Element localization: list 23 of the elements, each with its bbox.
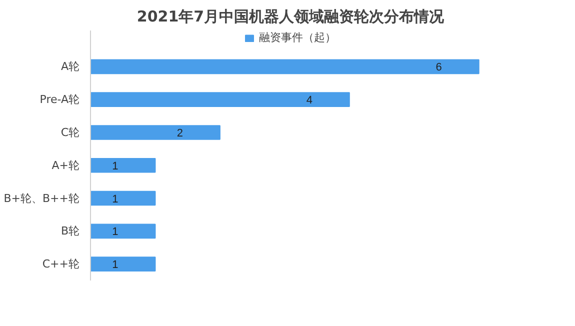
- data-label: 2: [176, 127, 184, 140]
- y-tick-label: C++轮: [42, 258, 80, 271]
- bar: [90, 256, 156, 272]
- y-tick-label: A+轮: [52, 158, 80, 172]
- bar: [90, 158, 156, 173]
- data-label: 4: [306, 94, 312, 107]
- y-tick-label: B轮: [60, 224, 80, 238]
- y-tick-label: A轮: [60, 60, 80, 74]
- bar: [90, 59, 480, 74]
- y-tick-label: C轮: [60, 126, 80, 139]
- data-label: 1: [112, 193, 118, 206]
- y-tick-label: Pre-A轮: [40, 93, 80, 106]
- data-label: 1: [112, 226, 118, 238]
- legend-label: 融资事件（起）: [259, 30, 336, 45]
- y-tick-label: B+轮、B++轮: [4, 192, 80, 205]
- bar: [90, 224, 156, 239]
- data-label: 1: [112, 160, 118, 172]
- chart-title: 2021年7月中国机器人领域融资轮次分布情况: [136, 8, 446, 26]
- data-label: 1: [112, 259, 118, 272]
- bar: [90, 190, 156, 206]
- bar: [90, 125, 220, 140]
- data-label: 6: [436, 62, 442, 74]
- bar: [90, 92, 350, 107]
